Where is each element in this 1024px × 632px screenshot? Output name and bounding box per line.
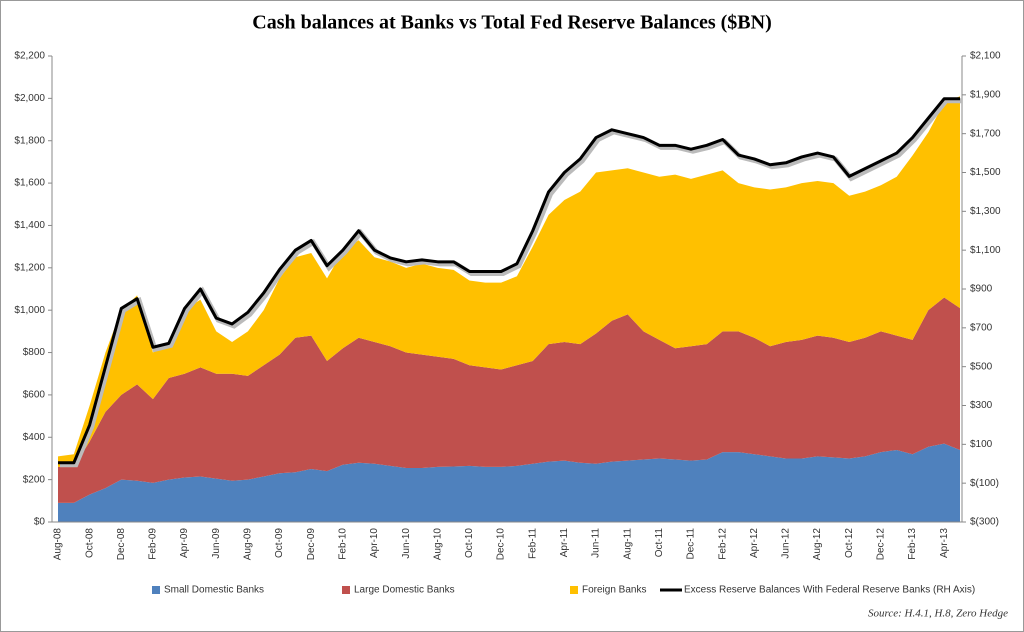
x-tick-label: Feb-11 (527, 528, 538, 559)
y2-tick-label: $1,700 (970, 128, 1001, 139)
x-tick-label: Feb-09 (148, 528, 159, 560)
x-tick-label: Feb-12 (717, 528, 728, 560)
y2-tick-label: $(100) (970, 478, 999, 489)
y2-tick-label: $1,500 (970, 167, 1001, 178)
x-tick-label: Dec-12 (876, 528, 887, 561)
legend-swatch (570, 586, 578, 594)
y-tick-label: $600 (23, 390, 46, 401)
y-tick-label: $1,600 (14, 178, 45, 189)
y-tick-label: $2,200 (14, 51, 45, 62)
x-tick-label: Aug-09 (243, 528, 254, 561)
x-tick-label: Apr-11 (559, 528, 570, 558)
y2-tick-label: $900 (970, 284, 993, 295)
y-tick-label: $2,000 (14, 93, 45, 104)
y-tick-label: $400 (23, 432, 46, 443)
source: Source: H.4.1, H.8, Zero Hedge (868, 608, 1008, 620)
x-tick-label: Jun-12 (781, 528, 792, 559)
y-tick-label: $1,800 (14, 135, 45, 146)
y-tick-label: $1,200 (14, 262, 45, 273)
y2-tick-label: $300 (970, 400, 993, 411)
x-tick-label: Oct-09 (274, 528, 285, 558)
x-tick-label: Feb-10 (337, 528, 348, 560)
legend-swatch (152, 586, 160, 594)
y2-tick-label: $100 (970, 439, 993, 450)
x-tick-label: Jun-09 (211, 528, 222, 559)
y2-tick-label: $500 (970, 361, 993, 372)
x-tick-label: Jun-11 (591, 528, 602, 558)
x-tick-label: Oct-11 (654, 528, 665, 558)
chart-title: Cash balances at Banks vs Total Fed Rese… (252, 12, 771, 34)
legend-label: Small Domestic Banks (164, 585, 264, 596)
x-tick-label: Jun-10 (401, 528, 412, 559)
x-tick-label: Aug-11 (622, 528, 633, 560)
y-tick-label: $0 (34, 517, 46, 528)
x-tick-label: Oct-10 (464, 528, 475, 558)
y2-tick-label: $700 (970, 322, 993, 333)
x-tick-label: Dec-10 (496, 528, 507, 561)
legend-label: Excess Reserve Balances With Federal Res… (684, 585, 975, 596)
y-tick-label: $200 (23, 474, 46, 485)
y2-tick-label: $1,100 (970, 245, 1001, 256)
x-tick-label: Dec-11 (686, 528, 697, 560)
area (58, 297, 960, 503)
y2-tick-label: $1,300 (970, 206, 1001, 217)
line (58, 97, 960, 465)
x-tick-label: Aug-08 (53, 528, 64, 561)
area (58, 443, 960, 522)
y-tick-label: $1,400 (14, 220, 45, 231)
area (58, 96, 960, 467)
y-tick-label: $800 (23, 347, 46, 358)
legend-label: Large Domestic Banks (354, 585, 455, 596)
y2-tick-label: $2,100 (970, 51, 1001, 62)
x-tick-label: Aug-10 (432, 528, 443, 561)
y-tick-label: $1,000 (14, 305, 45, 316)
y2-tick-label: $(300) (970, 517, 999, 528)
x-tick-label: Apr-09 (179, 528, 190, 558)
x-tick-label: Feb-13 (907, 528, 918, 560)
x-tick-label: Dec-08 (116, 528, 127, 561)
x-tick-label: Oct-08 (84, 528, 95, 558)
legend-label: Foreign Banks (582, 585, 646, 596)
x-tick-label: Apr-10 (369, 528, 380, 558)
x-tick-label: Dec-09 (306, 528, 317, 561)
x-tick-label: Apr-13 (939, 528, 950, 558)
legend-swatch (342, 586, 350, 594)
x-tick-label: Apr-12 (749, 528, 760, 558)
x-tick-label: Aug-12 (812, 528, 823, 561)
x-tick-label: Oct-12 (844, 528, 855, 558)
y2-tick-label: $1,900 (970, 89, 1001, 100)
